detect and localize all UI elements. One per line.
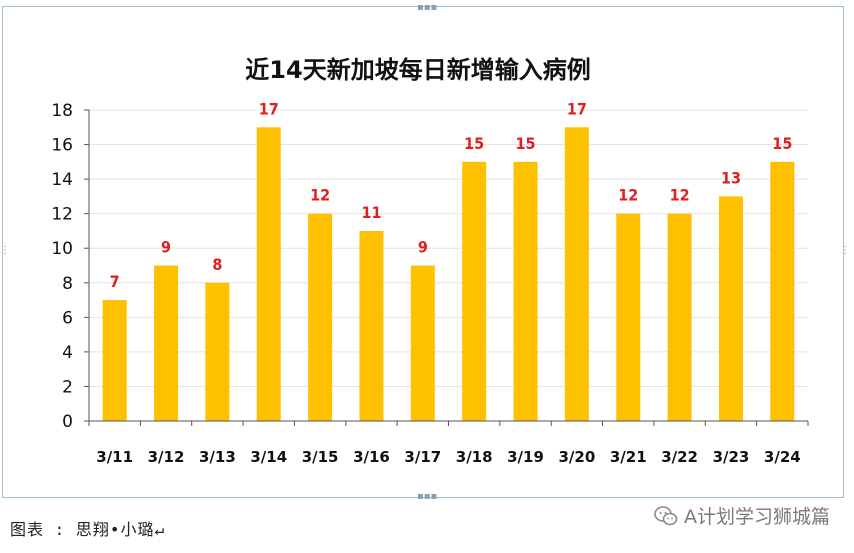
bar-chart: 近14天新加坡每日新增输入病例 0 2 4 6 8 10 12 14 16 18 7 9 8 17 12 1… bbox=[51, 56, 809, 466]
bar bbox=[616, 213, 641, 421]
frame-resize-handle-bottom[interactable]: ▪▪▪ bbox=[417, 491, 438, 502]
data-label: 15 bbox=[772, 134, 792, 153]
x-tick-label: 3/17 bbox=[404, 448, 441, 466]
chart-caption: 图表 : 思翔•小璐↵ bbox=[10, 520, 166, 539]
bar bbox=[205, 282, 230, 421]
bar bbox=[513, 161, 538, 422]
bar bbox=[359, 230, 384, 421]
bars bbox=[102, 127, 795, 422]
y-tick-label: 14 bbox=[51, 170, 73, 190]
data-label: 12 bbox=[618, 186, 638, 205]
x-tick-label: 3/22 bbox=[661, 448, 698, 466]
data-label: 17 bbox=[567, 99, 587, 118]
x-tick-label: 3/24 bbox=[764, 448, 801, 466]
x-tick-label: 3/20 bbox=[558, 448, 595, 466]
y-tick-label: 18 bbox=[51, 101, 73, 121]
y-tick-label: 8 bbox=[62, 274, 73, 294]
bar bbox=[256, 127, 281, 422]
data-label: 15 bbox=[464, 134, 484, 153]
x-tick-label: 3/23 bbox=[713, 448, 750, 466]
x-tick-label: 3/13 bbox=[199, 448, 236, 466]
watermark: A计划学习狮城篇 bbox=[654, 502, 830, 529]
y-tick-label: 12 bbox=[51, 205, 73, 225]
x-axis: 3/11 3/12 3/13 3/14 3/15 3/16 3/17 3/18 3/19 3/20… bbox=[88, 420, 809, 466]
x-tick-label: 3/12 bbox=[148, 448, 185, 466]
data-label: 12 bbox=[670, 186, 690, 205]
x-tick-label: 3/19 bbox=[507, 448, 544, 466]
watermark-text: A计划学习狮城篇 bbox=[684, 506, 830, 528]
y-tick-label: 16 bbox=[51, 136, 73, 156]
data-label: 12 bbox=[310, 186, 330, 205]
x-tick-label: 3/18 bbox=[456, 448, 493, 466]
y-axis: 0 2 4 6 8 10 12 14 16 18 bbox=[51, 101, 90, 432]
bar bbox=[667, 213, 692, 421]
bar bbox=[410, 265, 435, 421]
x-tick-label: 3/11 bbox=[96, 448, 133, 466]
y-tick-label: 4 bbox=[62, 343, 73, 363]
gridlines bbox=[89, 109, 808, 387]
y-tick-label: 2 bbox=[62, 377, 73, 397]
chart-title: 近14天新加坡每日新增输入病例 bbox=[245, 56, 590, 84]
bar bbox=[718, 196, 743, 421]
x-tick-label: 3/16 bbox=[353, 448, 390, 466]
wechat-icon bbox=[654, 505, 678, 525]
frame-resize-handle-top[interactable]: ▪▪▪ bbox=[417, 2, 438, 13]
data-label: 13 bbox=[721, 168, 741, 187]
x-tick-label: 3/14 bbox=[250, 448, 287, 466]
data-labels: 7 9 8 17 12 11 9 15 15 17 12 12 13 15 bbox=[110, 99, 793, 291]
data-label: 9 bbox=[161, 238, 171, 257]
data-label: 15 bbox=[516, 134, 536, 153]
data-label: 7 bbox=[110, 272, 120, 291]
bar bbox=[308, 213, 333, 421]
data-label: 11 bbox=[361, 203, 381, 222]
data-label: 17 bbox=[259, 99, 279, 118]
bar bbox=[462, 161, 487, 422]
y-tick-label: 0 bbox=[62, 412, 73, 432]
x-tick-label: 3/15 bbox=[302, 448, 339, 466]
x-tick-label: 3/21 bbox=[610, 448, 647, 466]
y-tick-label: 10 bbox=[51, 239, 73, 259]
bar bbox=[770, 161, 795, 422]
frame-resize-handle-left[interactable]: ⋮ bbox=[0, 245, 10, 256]
data-label: 8 bbox=[212, 255, 222, 274]
data-label: 9 bbox=[418, 238, 428, 257]
bar bbox=[564, 127, 589, 422]
bar bbox=[102, 300, 127, 421]
frame-resize-handle-right[interactable]: ⋮ bbox=[840, 245, 850, 256]
y-tick-label: 6 bbox=[62, 308, 73, 328]
bar bbox=[154, 265, 179, 421]
